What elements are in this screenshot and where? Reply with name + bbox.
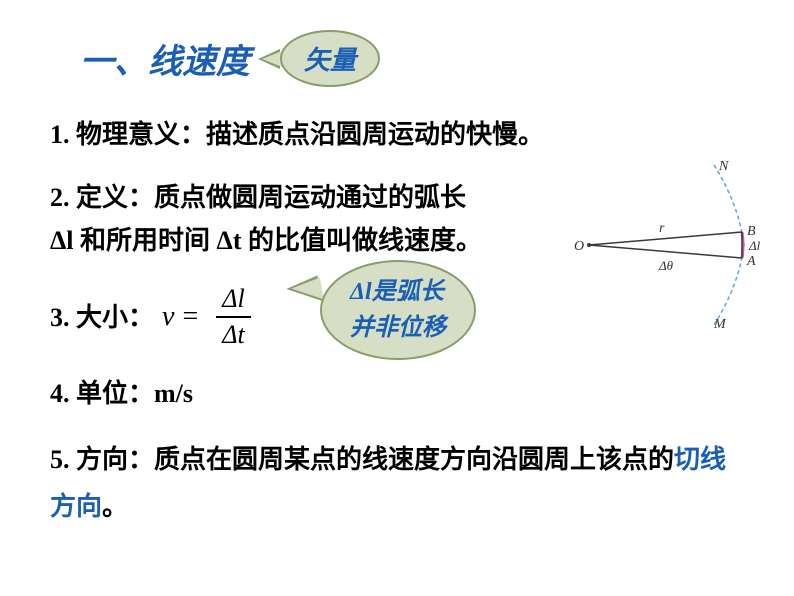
point-2-text-b: Δl 和所用时间 Δt 的比值叫做线速度。: [50, 226, 482, 255]
label-B: B: [747, 224, 756, 239]
point-5-text-c: 。: [102, 492, 128, 521]
point-4-text: m/s: [154, 379, 193, 408]
point-1: 1. 物理意义：描述质点沿圆周运动的快慢。: [50, 115, 744, 154]
label-O: O: [574, 239, 584, 254]
arc-dashed: [714, 165, 744, 325]
point-4-label: 4. 单位：: [50, 379, 154, 408]
label-r: r: [659, 221, 665, 236]
callout-vector: 矢量: [280, 30, 380, 87]
formula-eq: =: [182, 301, 198, 333]
point-1-label: 1. 物理意义：: [50, 120, 206, 149]
callout-bubble-arclength: Δl是弧长 并非位移: [320, 260, 476, 360]
formula: v = Δl Δt: [162, 284, 251, 350]
label-dl: Δl: [748, 238, 761, 253]
title-row: 一、线速度 矢量: [50, 30, 744, 87]
callout2-line1: Δl是弧长: [350, 274, 446, 310]
callout-bubble-vector: 矢量: [280, 30, 380, 87]
point-3-label: 3. 大小：: [50, 298, 154, 337]
point-5-label: 5. 方向：: [50, 445, 154, 474]
point-O: [587, 243, 591, 247]
formula-fraction: Δl Δt: [216, 284, 250, 350]
arc-diagram: O B A N M r Δl Δθ: [564, 160, 764, 330]
formula-denominator: Δt: [216, 318, 250, 350]
point-5: 5. 方向：质点在圆周某点的线速度方向沿圆周上该点的切线方向。: [50, 437, 744, 531]
point-5-text-a: 质点在圆周某点的线速度方向沿圆周上该点的: [154, 445, 674, 474]
slide-container: 一、线速度 矢量 1. 物理意义：描述质点沿圆周运动的快慢。 2. 定义：质点做…: [0, 0, 794, 575]
section-title: 一、线速度: [80, 34, 250, 83]
point-2-label: 2. 定义：: [50, 183, 154, 212]
label-dtheta: Δθ: [658, 258, 674, 273]
point-4: 4. 单位：m/s: [50, 374, 744, 413]
callout-arclength: Δl是弧长 并非位移: [320, 260, 476, 360]
label-A: A: [746, 254, 756, 269]
callout-tail: [262, 51, 282, 67]
formula-numerator: Δl: [216, 284, 250, 318]
point-1-text: 描述质点沿圆周运动的快慢。: [206, 120, 544, 149]
point-2-text-a: 质点做圆周运动通过的弧长: [154, 183, 466, 212]
formula-lhs: v: [162, 301, 174, 333]
line-OA: [589, 245, 742, 258]
label-N: N: [718, 160, 729, 174]
label-M: M: [713, 317, 727, 330]
callout2-line2: 并非位移: [350, 310, 446, 346]
line-OB: [589, 232, 742, 245]
